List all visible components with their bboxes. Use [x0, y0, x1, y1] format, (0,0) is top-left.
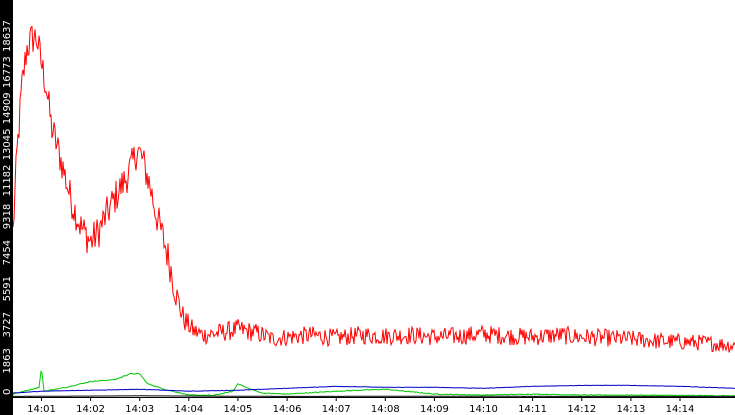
y-axis-ticks: 0 1863 3727 5591 7454 9318 11182 13045 14909 1677… — [2, 20, 13, 395]
y-tick-label: 7454 — [2, 240, 13, 265]
x-axis-ticks: 14:01 14:02 14:03 14:04 14:05 14:06 14:07 14:08… — [27, 397, 694, 415]
series-layer — [12, 25, 735, 397]
x-tick-label: 14:14 — [666, 404, 695, 415]
x-tick-label: 14:09 — [420, 404, 449, 415]
y-axis-strip — [0, 0, 13, 415]
x-tick-label: 14:12 — [567, 404, 596, 415]
series-line-1 — [12, 25, 735, 353]
x-tick-label: 14:03 — [125, 404, 154, 415]
y-tick-label: 11182 — [2, 165, 13, 197]
x-tick-label: 14:10 — [469, 404, 498, 415]
y-tick-label: 16773 — [2, 56, 13, 88]
y-tick-label: 18637 — [2, 20, 13, 52]
x-tick-label: 14:02 — [76, 404, 105, 415]
x-tick-label: 14:11 — [518, 404, 547, 415]
x-tick-label: 14:13 — [616, 404, 645, 415]
x-tick-label: 14:04 — [174, 404, 203, 415]
series-line-2 — [12, 369, 735, 397]
x-tick-label: 14:05 — [223, 404, 252, 415]
x-tick-label: 14:08 — [371, 404, 400, 415]
x-tick-label: 14:07 — [322, 404, 351, 415]
series-line-4 — [13, 395, 735, 397]
y-tick-label: 0 — [2, 389, 13, 395]
y-tick-label: 13045 — [2, 128, 13, 160]
y-tick-label: 5591 — [2, 276, 13, 301]
y-tick-label: 3727 — [2, 312, 13, 337]
x-tick-label: 14:01 — [27, 404, 56, 415]
y-tick-label: 9318 — [2, 204, 13, 229]
x-tick-label: 14:06 — [273, 404, 302, 415]
series-line-3 — [12, 384, 735, 394]
y-tick-label: 1863 — [2, 348, 13, 373]
y-tick-label: 14909 — [2, 92, 13, 124]
